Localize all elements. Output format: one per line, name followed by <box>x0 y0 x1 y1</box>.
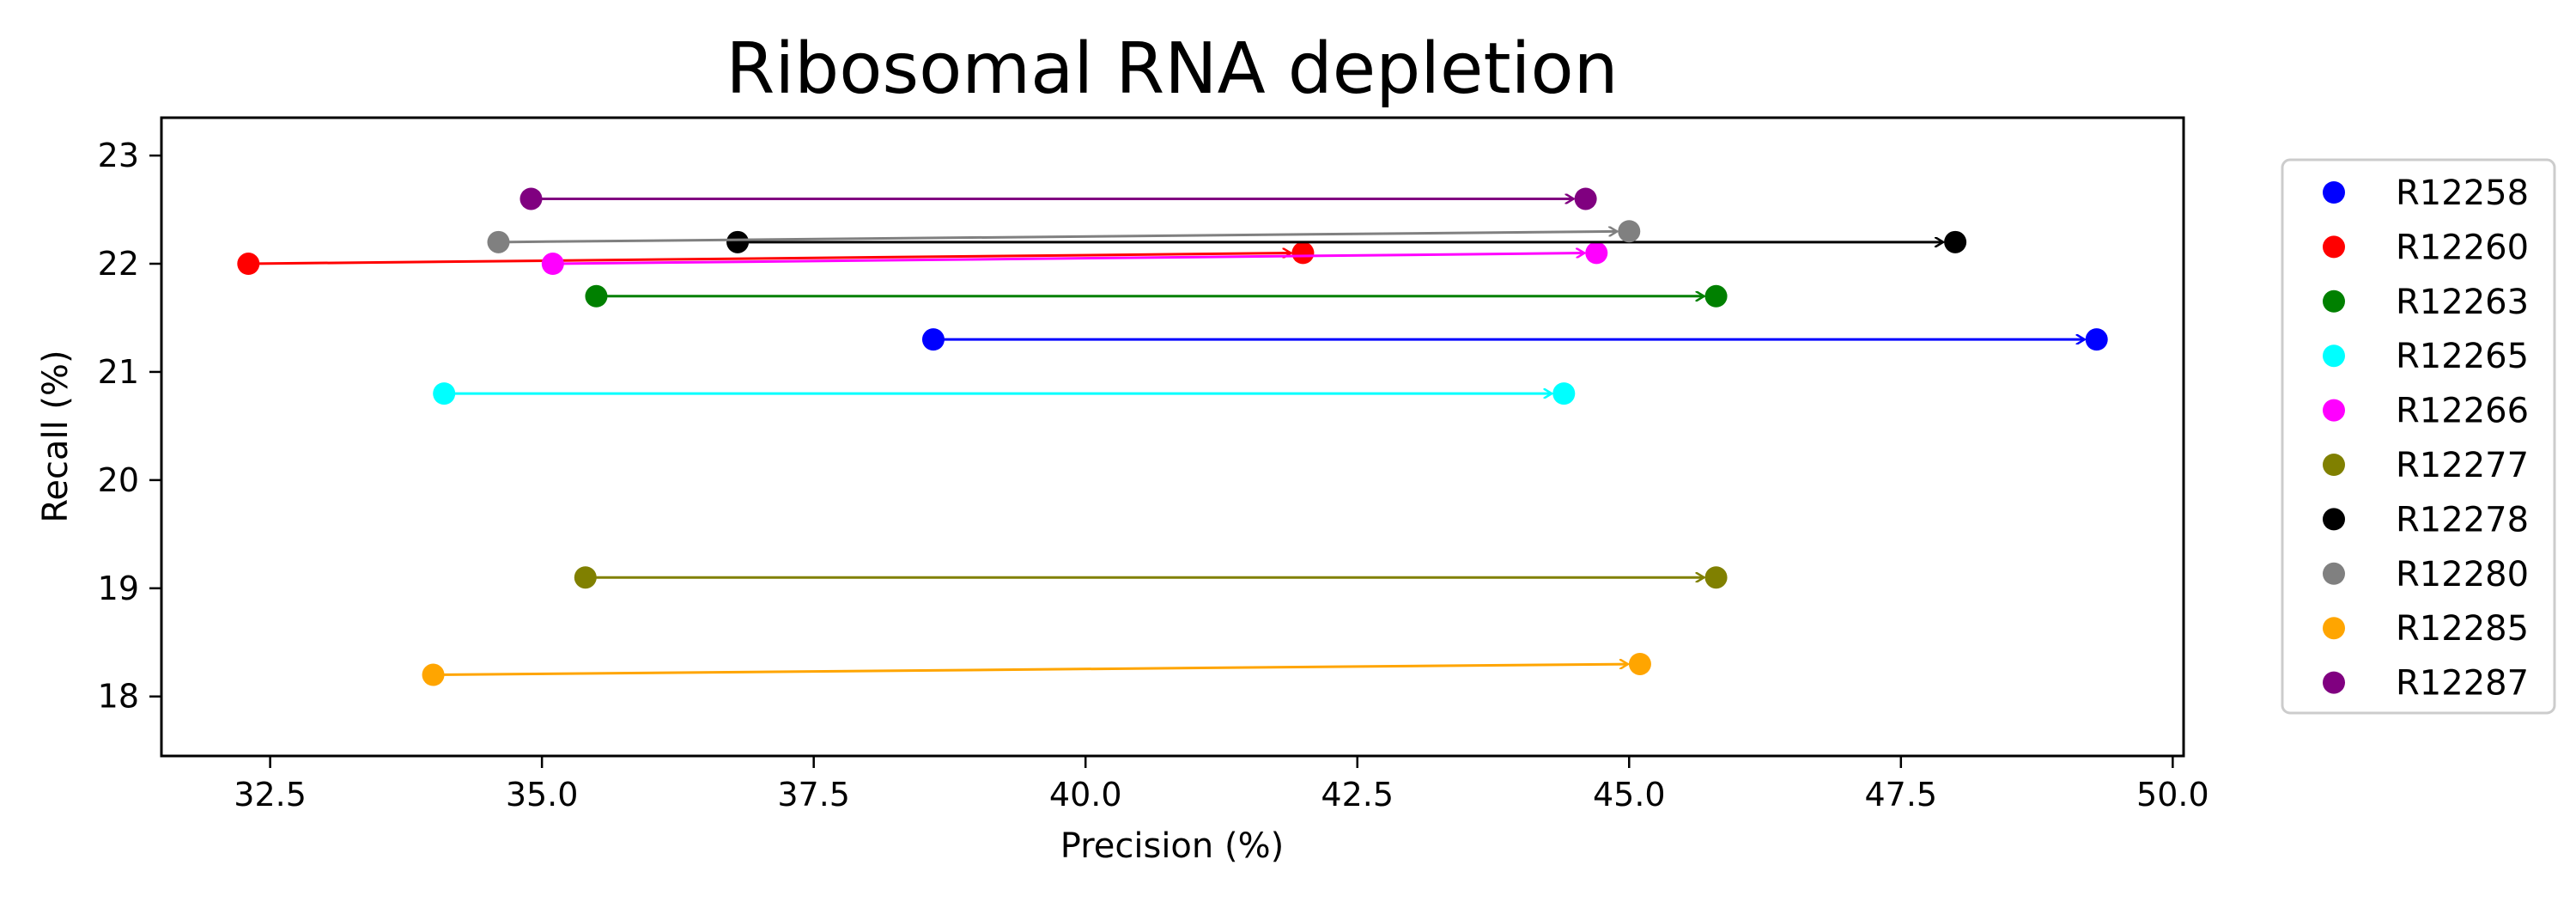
legend-marker <box>2323 671 2345 694</box>
legend-item: R12266 <box>2323 392 2529 431</box>
legend-label: R12285 <box>2396 609 2529 649</box>
point-end-R12258 <box>2085 328 2108 351</box>
legend-marker <box>2323 344 2345 368</box>
series-R12266 <box>541 241 1608 276</box>
point-end-R12278 <box>1944 230 1967 253</box>
point-start-R12258 <box>921 328 945 351</box>
series-R12265 <box>433 382 1576 405</box>
legend-label: R12266 <box>2396 392 2529 431</box>
x-tick-label: 37.5 <box>777 776 850 814</box>
point-end-R12287 <box>1574 187 1597 210</box>
point-end-R12266 <box>1585 241 1608 265</box>
series-R12263 <box>585 284 1728 308</box>
point-start-R12285 <box>422 663 445 686</box>
point-start-R12260 <box>237 253 260 276</box>
legend-marker <box>2323 181 2345 204</box>
legend-item: R12280 <box>2323 555 2529 594</box>
legend-item: R12287 <box>2323 664 2529 704</box>
legend-item: R12265 <box>2323 337 2529 376</box>
legend-label: R12265 <box>2396 337 2529 376</box>
point-end-R12285 <box>1628 652 1651 675</box>
point-start-R12265 <box>433 382 456 405</box>
y-tick-label: 21 <box>98 353 139 391</box>
point-start-R12266 <box>541 253 564 276</box>
x-axis: 32.5 35.0 37.5 40.0 42.5 45.0 47.5 50.0 <box>234 756 2209 814</box>
x-tick-label: 35.0 <box>506 776 579 814</box>
series-R12260 <box>237 241 1315 276</box>
point-start-R12287 <box>519 187 543 210</box>
x-tick-label: 32.5 <box>234 776 307 814</box>
plot-area <box>160 116 2185 758</box>
series-R12277 <box>574 566 1728 589</box>
arrow-R12266 <box>552 253 1584 265</box>
point-end-R12263 <box>1704 284 1728 308</box>
point-end-R12280 <box>1618 220 1641 243</box>
legend-item: R12277 <box>2323 446 2529 485</box>
legend-frame <box>2281 158 2556 715</box>
y-tick-label: 18 <box>98 678 139 716</box>
point-end-R12265 <box>1552 382 1576 405</box>
point-start-R12263 <box>585 284 608 308</box>
legend-label: R12258 <box>2396 174 2529 213</box>
y-axis: 18 19 20 21 22 23 <box>98 137 161 716</box>
chart-title: Ribosomal RNA depletion <box>726 28 1618 110</box>
y-tick-label: 23 <box>98 137 139 174</box>
legend-marker <box>2323 399 2345 422</box>
point-start-R12277 <box>574 566 597 589</box>
x-tick-label: 42.5 <box>1321 776 1394 814</box>
y-tick-label: 20 <box>98 461 139 499</box>
legend-item: R12285 <box>2323 609 2529 649</box>
series-R12285 <box>422 652 1651 686</box>
legend-item: R12263 <box>2323 283 2529 322</box>
x-tick-label: 50.0 <box>2136 776 2209 814</box>
point-end-R12277 <box>1704 566 1728 589</box>
y-axis-title: Recall (%) <box>36 350 76 522</box>
series-R12287 <box>519 187 1597 210</box>
y-tick-label: 22 <box>98 245 139 283</box>
arrow-R12260 <box>248 253 1291 265</box>
legend-label: R12263 <box>2396 283 2529 322</box>
point-start-R12280 <box>487 230 510 253</box>
legend-label: R12287 <box>2396 664 2529 704</box>
series-R12278 <box>726 230 1967 253</box>
point-end-R12260 <box>1291 241 1315 265</box>
x-axis-title: Precision (%) <box>1060 826 1284 866</box>
legend-label: R12278 <box>2396 500 2529 539</box>
x-tick-label: 40.0 <box>1049 776 1122 814</box>
x-tick-label: 47.5 <box>1865 776 1938 814</box>
legend-marker <box>2323 562 2345 585</box>
legend-label: R12277 <box>2396 446 2529 485</box>
legend-marker <box>2323 617 2345 640</box>
legend-label: R12260 <box>2396 228 2529 267</box>
y-tick-label: 19 <box>98 570 139 607</box>
legend-marker <box>2323 289 2345 313</box>
legend-item: R12260 <box>2323 228 2529 267</box>
arrow-R12280 <box>498 231 1618 244</box>
legend-label: R12280 <box>2396 555 2529 594</box>
series-R12280 <box>487 220 1641 253</box>
arrow-R12285 <box>433 664 1628 677</box>
series-layer <box>237 187 2108 686</box>
legend-item: R12258 <box>2323 174 2529 213</box>
legend: R12258 R12260 R12263 R12265 R12266 R12277 R122… <box>2281 158 2556 715</box>
point-start-R12278 <box>726 230 750 253</box>
legend-marker <box>2323 508 2345 531</box>
legend-marker <box>2323 235 2345 259</box>
legend-item: R12278 <box>2323 500 2529 539</box>
legend-marker <box>2323 454 2345 476</box>
x-tick-label: 45.0 <box>1593 776 1666 814</box>
series-R12258 <box>921 328 2108 351</box>
